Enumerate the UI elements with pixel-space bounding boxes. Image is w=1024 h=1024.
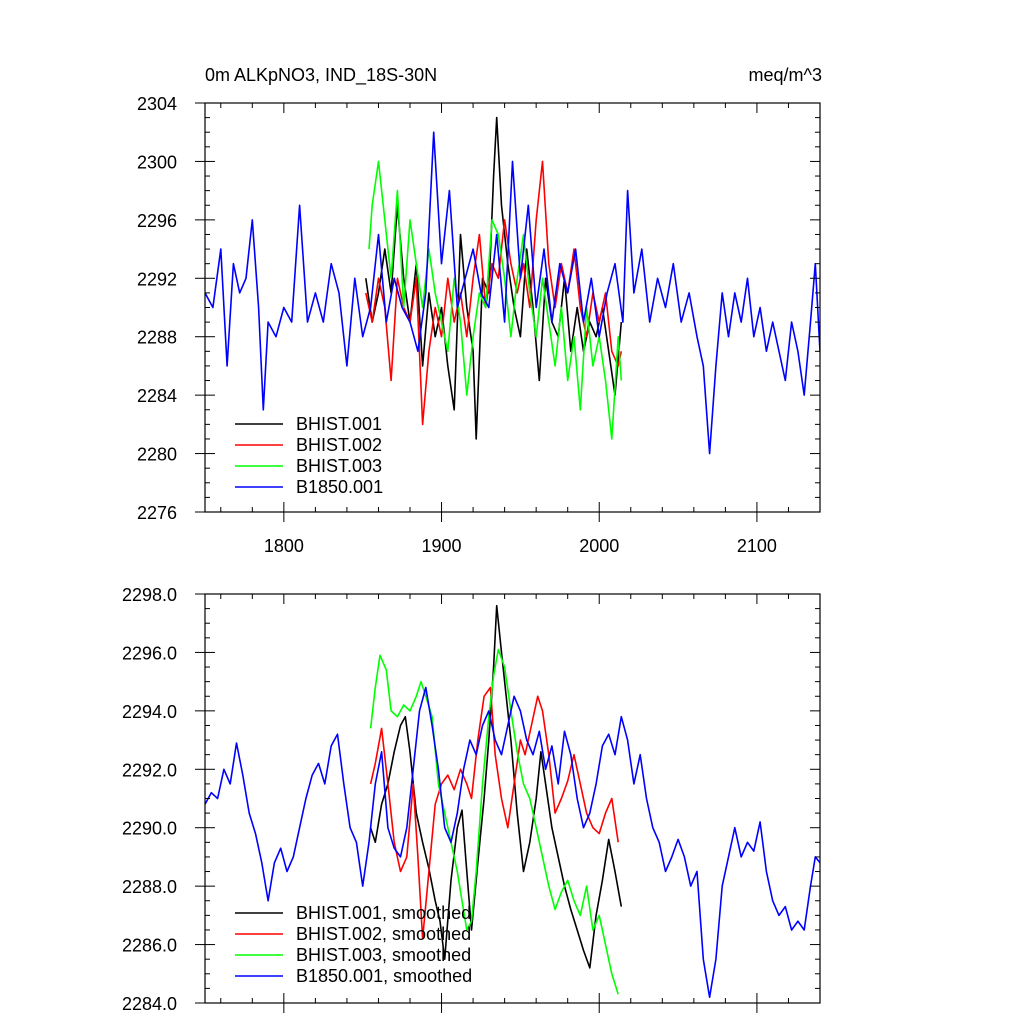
legend-label: BHIST.002 [296, 435, 382, 455]
y-tick-label: 2296.0 [122, 643, 177, 663]
y-tick-label: 2276 [137, 503, 177, 523]
top-panel-ticks: 1800 1900 2000 2100 2276 2280 2284 2288 2292 2296… [137, 94, 821, 556]
bottom-panel-series [205, 604, 820, 998]
legend-label: BHIST.003, smoothed [296, 945, 471, 965]
y-tick-label: 2292.0 [122, 760, 177, 780]
legend-label: B1850.001, smoothed [296, 966, 472, 986]
bottom-panel-ticks: 2284.0 2286.0 2288.0 2290.0 2292.0 2294.0 2296… [122, 585, 821, 1014]
legend-label: BHIST.001 [296, 414, 382, 434]
y-tick-label: 2286.0 [122, 936, 177, 956]
x-tick-label: 1800 [264, 536, 304, 556]
y-tick-label: 2288 [137, 328, 177, 348]
legend-label: BHIST.001, smoothed [296, 903, 471, 923]
top-panel-title: 0m ALKpNO3, IND_18S-30N [205, 65, 437, 86]
bottom-panel-frame [204, 593, 821, 1004]
y-tick-label: 2300 [137, 152, 177, 172]
series-line-3 [205, 131, 820, 455]
y-tick-label: 2292 [137, 269, 177, 289]
series-line-2 [368, 160, 623, 440]
x-tick-label: 2100 [737, 536, 777, 556]
y-tick-label: 2296 [137, 211, 177, 231]
x-tick-label: 1900 [422, 536, 462, 556]
y-tick-label: 2304 [137, 94, 177, 114]
top-panel-frame [204, 102, 821, 513]
y-tick-label: 2284 [137, 386, 177, 406]
series-line-2 [369, 648, 619, 995]
y-tick-label: 2280 [137, 445, 177, 465]
legend-label: BHIST.003 [296, 456, 382, 476]
bottom-panel: 2284.0 2286.0 2288.0 2290.0 2292.0 2294.0 2296… [122, 585, 821, 1014]
y-tick-label: 2288.0 [122, 877, 177, 897]
top-panel: 0m ALKpNO3, IND_18S-30N meq/m^3 1800 1900… [137, 65, 822, 556]
y-tick-label: 2298.0 [122, 585, 177, 605]
top-panel-series [205, 116, 820, 455]
series-line-1 [369, 686, 619, 940]
y-tick-label: 2284.0 [122, 994, 177, 1014]
y-tick-label: 2294.0 [122, 702, 177, 722]
legend-label: BHIST.002, smoothed [296, 924, 471, 944]
y-tick-label: 2290.0 [122, 819, 177, 839]
series-line-0 [365, 116, 623, 440]
series-line-3 [205, 686, 820, 998]
legend-label: B1850.001 [296, 477, 383, 497]
top-panel-units: meq/m^3 [749, 65, 822, 85]
x-tick-label: 2000 [579, 536, 619, 556]
